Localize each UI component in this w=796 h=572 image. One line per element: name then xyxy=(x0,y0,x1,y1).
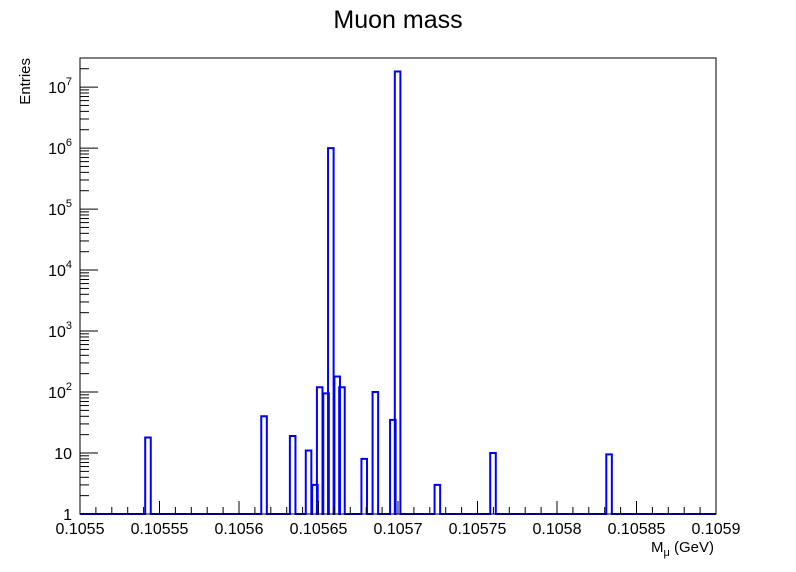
x-tick-label: 0.10575 xyxy=(449,521,507,538)
x-axis-title: Mμ (GeV) xyxy=(651,539,714,559)
y-tick-label: 103 xyxy=(48,320,72,341)
y-axis: 1 10 102 103 104 105 106 107 xyxy=(48,57,98,524)
y-tick-label: 102 xyxy=(48,381,72,402)
x-axis-title-sub: μ xyxy=(663,547,669,559)
x-tick-label: 0.10555 xyxy=(131,521,189,538)
plot-frame xyxy=(79,57,717,515)
x-tick-label: 0.1056 xyxy=(215,521,264,538)
x-axis: 0.1055 0.10555 0.1056 0.10565 0.1057 0.10575 0… xyxy=(56,501,741,538)
x-tick-label: 0.10565 xyxy=(290,521,348,538)
x-tick-label: 0.10585 xyxy=(608,521,666,538)
x-tick-label: 0.1058 xyxy=(533,521,582,538)
x-tick-label: 0.1059 xyxy=(692,521,741,538)
y-tick-label: 106 xyxy=(48,137,72,158)
y-tick-label: 104 xyxy=(48,259,72,280)
y-tick-label: 107 xyxy=(48,76,72,97)
x-tick-label: 0.1057 xyxy=(374,521,423,538)
x-tick-label: 0.1055 xyxy=(56,521,105,538)
y-tick-label: 1 xyxy=(63,507,72,524)
y-axis-title: Entries xyxy=(17,58,34,105)
chart-title: Muon mass xyxy=(333,6,462,34)
y-tick-label: 10 xyxy=(54,446,72,463)
y-tick-label: 105 xyxy=(48,198,72,219)
x-axis-title-main: M xyxy=(651,539,664,556)
histogram-bins xyxy=(80,70,716,515)
histogram-outline xyxy=(80,70,716,515)
x-axis-title-unit: (GeV) xyxy=(670,539,714,556)
